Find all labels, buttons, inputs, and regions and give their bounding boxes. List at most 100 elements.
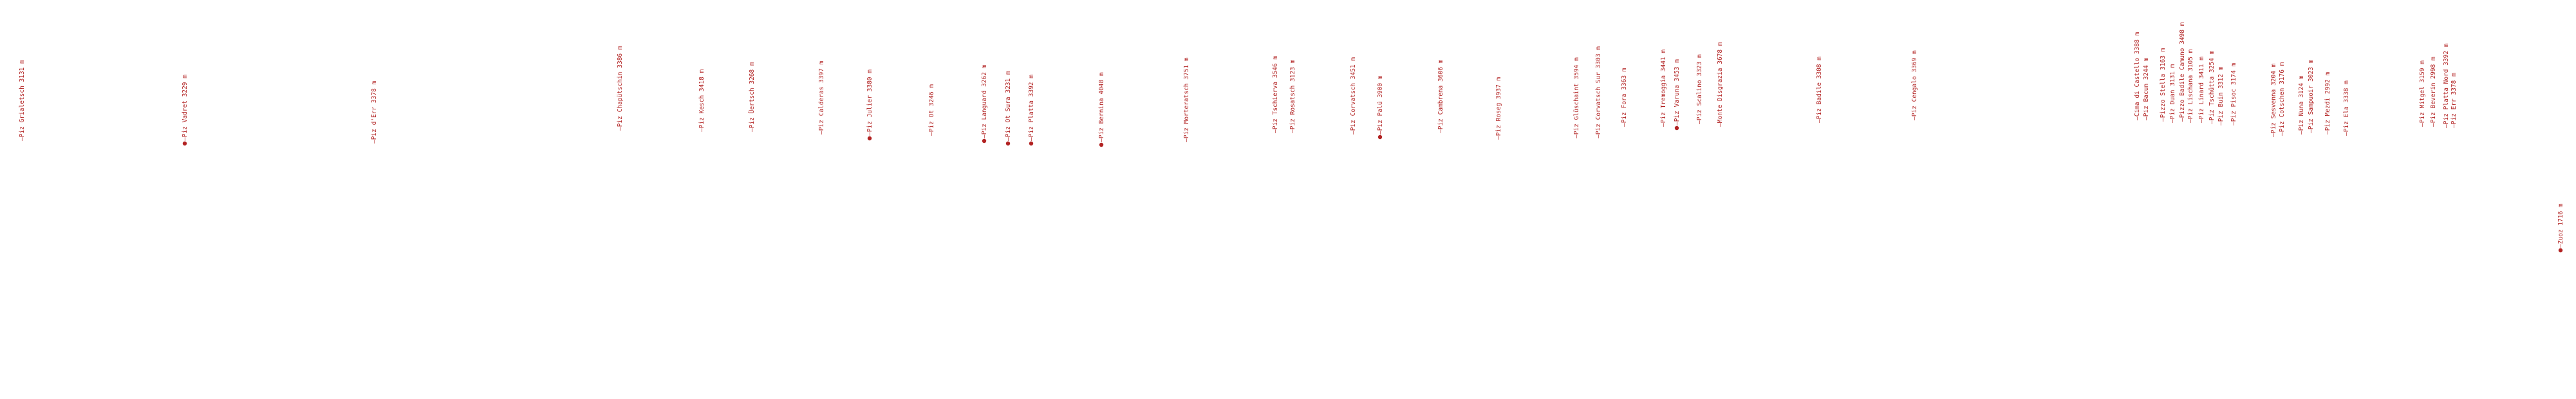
- peak-label: —Piz Ot 3246 m: [928, 84, 935, 136]
- peak-label: —Piz Cengalo 3369 m: [1911, 50, 1918, 120]
- peak-marker: —Piz Üertsch 3268 m: [749, 62, 756, 132]
- peak-dot: [867, 136, 872, 141]
- peak-label: —Piz Err 3378 m: [2450, 73, 2458, 128]
- peak-label: —Piz Rosatsch 3123 m: [1289, 59, 1296, 133]
- peak-label: —Piz Bacun 3244 m: [2143, 57, 2150, 120]
- peak-label: —Piz Julier 3380 m: [866, 70, 873, 136]
- peak-marker: —Piz Platta Nord 3392 m: [2443, 43, 2450, 128]
- peak-dot: [1377, 135, 1383, 140]
- peak-markers-layer: —Piz Grialetsch 3131 m —Piz Vadret 3229 m…: [19, 22, 2564, 253]
- peak-marker: —Piz Tschütta 3254 m: [2208, 50, 2216, 124]
- peak-marker: —Piz Mitgel 3159 m: [2419, 60, 2426, 127]
- peak-marker: —Piz Bernina 4048 m: [1098, 72, 1105, 147]
- peak-marker: —Piz Cotschen 3176 m: [2279, 62, 2286, 136]
- peak-marker: —Piz Julier 3380 m: [866, 70, 873, 141]
- peak-label: —Piz Bernina 4048 m: [1098, 72, 1105, 142]
- peak-marker: —Piz Err 3378 m: [2450, 73, 2458, 128]
- peak-marker: —Piz Platta 3392 m: [1028, 75, 1035, 146]
- peak-dot: [1005, 141, 1011, 146]
- peak-label: —Piz Kesch 3418 m: [698, 69, 705, 132]
- peak-marker: —Piz Mezdi 2992 m: [2324, 71, 2331, 135]
- peak-marker: —Piz Linard 3411 m: [2198, 57, 2205, 123]
- peak-label: —Piz Tschierva 3546 m: [1272, 56, 1279, 133]
- peak-label: —Piz Buin 3312 m: [2217, 66, 2225, 125]
- peak-marker: —Piz Rosatsch 3123 m: [1289, 59, 1296, 133]
- peak-label: —Monte Disgrazia 3678 m: [1717, 42, 1724, 127]
- peak-dot: [1029, 141, 1034, 146]
- peak-marker: —Piz Duan 3131 m: [2169, 64, 2176, 123]
- peak-label: —Piz Tschütta 3254 m: [2208, 50, 2216, 124]
- peak-marker: —Piz Varuna 3453 m: [1674, 59, 1681, 131]
- peak-label: —Piz Palü 3900 m: [1377, 75, 1384, 135]
- peak-marker: —Pizzo Badile Camuno 3498 m: [2179, 22, 2186, 122]
- peak-marker: —Piz Palü 3900 m: [1377, 75, 1384, 140]
- peak-label: —Piz Sampuoir 3023 m: [2308, 59, 2315, 133]
- peak-marker: —Piz Tremoggia 3441 m: [1660, 50, 1667, 127]
- peak-label: —Piz Ot Sura 3231 m: [1005, 71, 1012, 141]
- peak-marker: —Piz Kesch 3418 m: [698, 69, 705, 132]
- peak-label: —Piz Morteratsch 3751 m: [1183, 57, 1190, 142]
- peak-marker: —Piz Beverin 2998 m: [2430, 57, 2437, 127]
- peak-marker: —Piz Cengalo 3369 m: [1911, 50, 1918, 120]
- peak-label: —Piz Beverin 2998 m: [2430, 57, 2437, 127]
- peak-label: —Piz Chapütschin 3386 m: [617, 46, 624, 131]
- peak-marker: —Piz Chapütschin 3386 m: [617, 46, 624, 131]
- peak-label: —Piz Duan 3131 m: [2169, 64, 2176, 123]
- peak-marker: —Piz Buin 3312 m: [2217, 66, 2225, 125]
- peak-label: —Piz Roseg 3937 m: [1495, 77, 1502, 140]
- peak-label: —Piz Scalino 3323 m: [1696, 54, 1703, 124]
- peak-label: —Piz Platta 3392 m: [1028, 75, 1035, 141]
- peak-marker: —Piz Languard 3262 m: [981, 64, 988, 144]
- peak-label: —Piz Corvatsch Sur 3303 m: [1595, 46, 1602, 138]
- peak-marker: —Piz Fora 3363 m: [1621, 68, 1628, 127]
- peak-label: —Piz d'Err 3378 m: [371, 80, 378, 144]
- peak-label: —Piz Mitgel 3159 m: [2419, 60, 2426, 127]
- peak-label: —Piz Tremoggia 3441 m: [1660, 50, 1667, 127]
- peak-marker: —Piz Ela 3338 m: [2343, 80, 2350, 136]
- peak-label: —Pizzo Stella 3163 m: [2160, 48, 2167, 122]
- peak-dot: [982, 138, 987, 144]
- peak-label: —Zuoz 1716 m: [2557, 203, 2564, 248]
- peak-label: —Piz Sesvenna 3204 m: [2270, 63, 2277, 137]
- peak-label: —Piz Varuna 3453 m: [1674, 59, 1681, 125]
- peak-label: —Piz Lischana 3105 m: [2187, 49, 2194, 123]
- peak-marker: —Monte Disgrazia 3678 m: [1717, 42, 1724, 127]
- peak-marker: —Piz Vadret 3229 m: [182, 75, 189, 146]
- peak-marker: —Piz Bacun 3244 m: [2143, 57, 2150, 120]
- peak-marker: —Piz d'Err 3378 m: [371, 80, 378, 144]
- peak-marker: —Piz Corvatsch Sur 3303 m: [1595, 46, 1602, 138]
- peak-marker: —Piz Sampuoir 3023 m: [2308, 59, 2315, 133]
- peak-marker: —Piz Sesvenna 3204 m: [2270, 63, 2277, 137]
- peak-marker: —Piz Ot 3246 m: [928, 84, 935, 136]
- peak-label: —Pizzo Badile Camuno 3498 m: [2179, 22, 2186, 122]
- peak-label: —Piz Ela 3338 m: [2343, 80, 2350, 136]
- peak-marker: —Piz Pisoc 3174 m: [2230, 62, 2237, 125]
- peak-marker: —Piz Roseg 3937 m: [1495, 77, 1502, 140]
- peak-marker: —Piz Ot Sura 3231 m: [1005, 71, 1012, 146]
- peak-dot: [182, 141, 187, 146]
- peak-marker: —Piz Lischana 3105 m: [2187, 49, 2194, 123]
- peak-label: —Piz Pisoc 3174 m: [2230, 62, 2237, 125]
- peak-label: —Piz Grialetsch 3131 m: [19, 60, 26, 141]
- peak-marker: —Piz Glüschaint 3594 m: [1573, 57, 1580, 138]
- peak-label: —Piz Glüschaint 3594 m: [1573, 57, 1580, 138]
- peak-label: —Piz Badile 3308 m: [1816, 57, 1823, 123]
- peak-marker: —Piz Nuna 3124 m: [2298, 75, 2305, 135]
- peak-marker: —Piz Scalino 3323 m: [1696, 54, 1703, 124]
- peak-dot: [1099, 142, 1104, 147]
- peak-dot: [1674, 125, 1679, 131]
- peak-label: —Piz Vadret 3229 m: [182, 75, 189, 141]
- peak-marker: —Piz Corvatsch 3451 m: [1350, 57, 1357, 135]
- peak-label: —Piz Nuna 3124 m: [2298, 75, 2305, 135]
- peak-marker: —Pizzo Stella 3163 m: [2160, 48, 2167, 122]
- peak-label: —Cima di Castello 3388 m: [2134, 32, 2141, 120]
- peak-label: —Piz Corvatsch 3451 m: [1350, 57, 1357, 135]
- peak-label: —Piz Platta Nord 3392 m: [2443, 43, 2450, 128]
- peak-label: —Piz Üertsch 3268 m: [749, 62, 756, 132]
- peak-label: —Piz Languard 3262 m: [981, 64, 988, 138]
- peak-marker: —Piz Badile 3308 m: [1816, 57, 1823, 123]
- peak-dot: [2558, 248, 2563, 253]
- peak-marker: —Zuoz 1716 m: [2557, 203, 2564, 253]
- peak-label: —Piz Mezdi 2992 m: [2324, 71, 2331, 135]
